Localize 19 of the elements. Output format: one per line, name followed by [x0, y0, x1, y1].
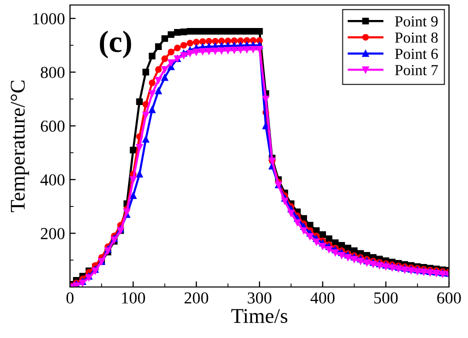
y-tick-label: 800 — [40, 66, 65, 78]
x-tick-label: 300 — [248, 292, 272, 304]
x-tick-label: 100 — [122, 292, 146, 304]
x-tick-label: 600 — [437, 292, 461, 304]
x-tick-label: 500 — [374, 292, 398, 304]
y-tick-label: 1000 — [33, 13, 65, 24]
y-axis-title: Temperature/°C — [10, 80, 30, 212]
legend-label: Point 8 — [395, 32, 438, 43]
legend-label: Point 9 — [395, 16, 438, 27]
legend-label: Point 7 — [395, 64, 438, 76]
x-axis-title: Time/s — [231, 309, 288, 324]
annotation: (c) — [100, 30, 132, 58]
legend-label: Point 6 — [395, 48, 438, 60]
x-tick-label: 0 — [66, 292, 74, 304]
y-tick-label: 400 — [40, 174, 65, 186]
x-tick-label: 400 — [310, 292, 335, 304]
x-tick-label: 200 — [184, 292, 208, 304]
y-tick-label: 200 — [40, 228, 65, 240]
y-tick-label: 600 — [40, 120, 65, 132]
